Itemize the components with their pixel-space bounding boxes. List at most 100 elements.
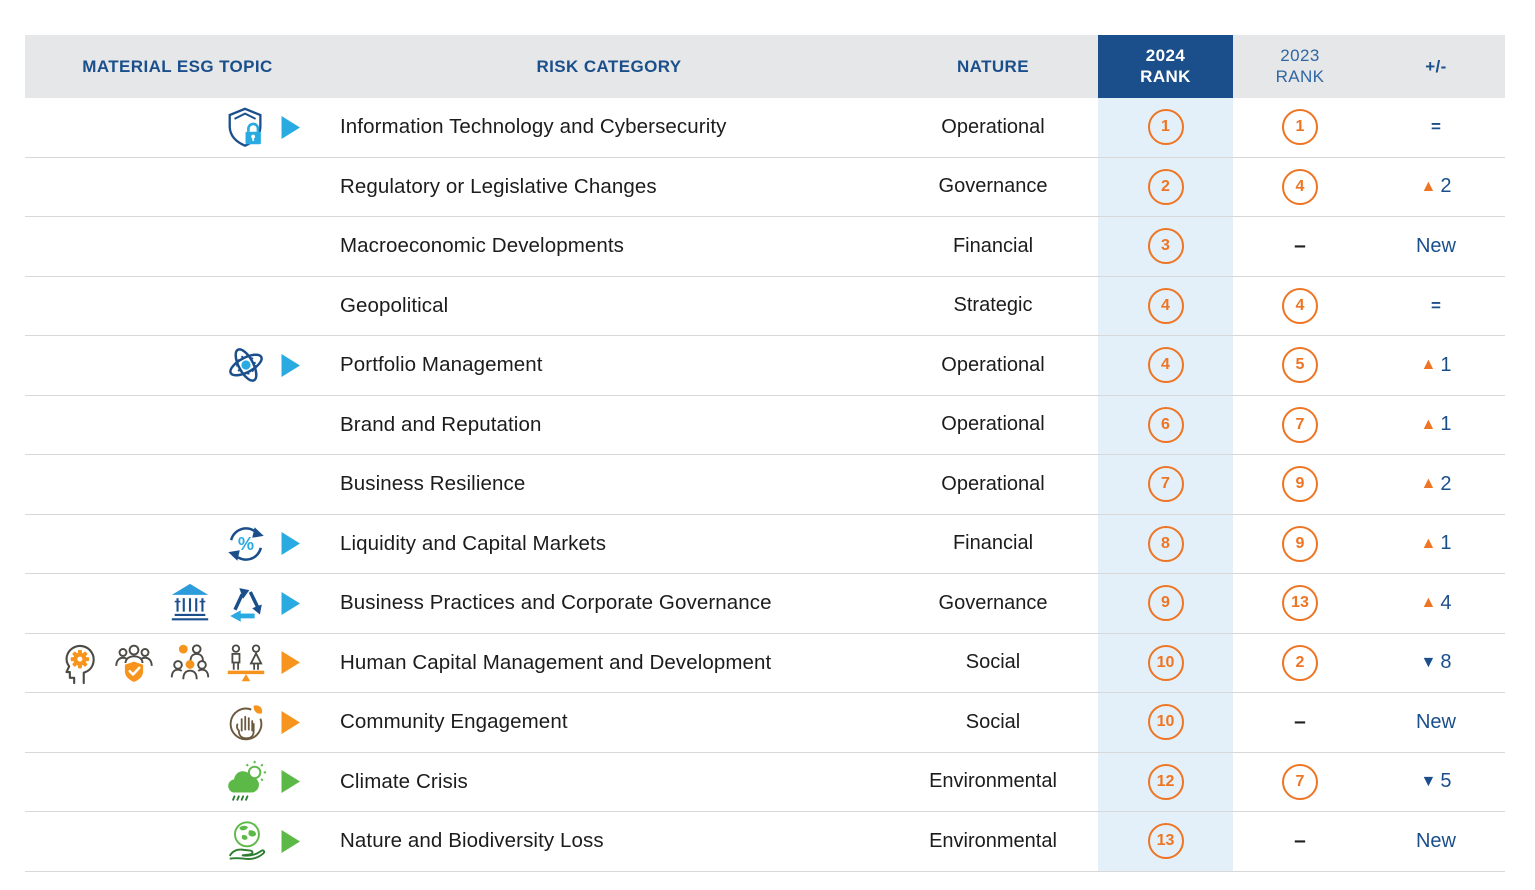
climate-cloud-icon xyxy=(223,759,269,805)
atom-icon xyxy=(223,342,269,388)
topic-icons-cell xyxy=(25,753,330,812)
table-row: Portfolio Management Operational 4 5 ▲ 1 xyxy=(25,336,1505,396)
rank-change-value: 8 xyxy=(1440,651,1452,674)
arrow-marker-icon[interactable] xyxy=(280,531,301,556)
table-row: Regulatory or Legislative Changes Govern… xyxy=(25,157,1505,217)
people-group-icon xyxy=(167,640,213,686)
arrow-marker-icon[interactable] xyxy=(280,591,301,616)
rank-2023-cell: 4 xyxy=(1233,158,1367,217)
nature-cell: Governance xyxy=(888,158,1098,217)
nature-label: Operational xyxy=(941,413,1045,436)
rank-up-icon: ▲ xyxy=(1420,534,1437,552)
rank-change-cell: ▲ 4 xyxy=(1367,574,1505,633)
rank-2023-badge: 7 xyxy=(1282,406,1318,443)
rank-2023-badge: 1 xyxy=(1282,109,1318,146)
rank-2024-badge: 9 xyxy=(1147,585,1184,622)
topic-icons-cell xyxy=(25,217,330,276)
rank-2023-cell: 9 xyxy=(1233,455,1367,514)
arrow-marker-icon[interactable] xyxy=(280,769,301,794)
rank-up-icon: ▲ xyxy=(1420,415,1437,433)
rank-change-value: 1 xyxy=(1440,353,1452,376)
risk-category-cell: Climate Crisis xyxy=(330,753,888,812)
rank-2023-badge: 7 xyxy=(1282,763,1318,800)
arrow-marker-icon[interactable] xyxy=(280,829,301,854)
risk-category-cell: Human Capital Management and Development xyxy=(330,634,888,693)
rank-2024-cell: 2 xyxy=(1098,157,1233,216)
rank-2023-badge: 5 xyxy=(1282,347,1318,384)
table-row: Brand and Reputation Operational 6 7 ▲ 1 xyxy=(25,395,1505,455)
rank-change-cell: ▲ 2 xyxy=(1367,158,1505,217)
topic-icons-cell xyxy=(25,455,330,514)
rank-2023-badge: 13 xyxy=(1282,585,1318,622)
rank-2023-cell: 13 xyxy=(1233,574,1367,633)
rank-2024-cell: 3 xyxy=(1098,217,1233,276)
no-change-indicator: = xyxy=(1431,295,1441,315)
rank-change-cell: ▲ 1 xyxy=(1367,515,1505,574)
table-header-row: MATERIAL ESG TOPIC RISK CATEGORY NATURE … xyxy=(25,35,1505,98)
risk-category-label: Macroeconomic Developments xyxy=(340,234,625,258)
rank-change-cell: ▼ 8 xyxy=(1367,634,1505,693)
arrow-marker-icon[interactable] xyxy=(280,650,301,675)
header-2024-rank: 2024 RANK xyxy=(1098,35,1233,98)
nature-cell: Social xyxy=(888,634,1098,693)
nature-cell: Operational xyxy=(888,336,1098,395)
rank-2024-cell: 1 xyxy=(1098,98,1233,157)
table-row: Community Engagement Social 10 – New xyxy=(25,693,1505,753)
risk-category-label: Geopolitical xyxy=(340,293,449,317)
rank-2024-cell: 13 xyxy=(1098,812,1233,871)
nature-label: Social xyxy=(965,651,1021,674)
nature-cell: Strategic xyxy=(888,277,1098,336)
nature-cell: Environmental xyxy=(888,753,1098,812)
risk-category-label: Brand and Reputation xyxy=(340,412,542,436)
arrow-marker-icon[interactable] xyxy=(280,710,301,735)
percent-cycle-icon: % xyxy=(223,521,269,567)
rank-2024-badge: 8 xyxy=(1147,525,1184,562)
risk-category-cell: Information Technology and Cybersecurity xyxy=(330,98,888,157)
head-gear-icon xyxy=(55,640,101,686)
topic-icons-cell xyxy=(25,396,330,455)
risk-category-cell: Regulatory or Legislative Changes xyxy=(330,158,888,217)
no-rank-dash: – xyxy=(1294,829,1306,853)
header-2024-rank-year: 2024 xyxy=(1145,46,1186,66)
header-nature: NATURE xyxy=(957,56,1029,76)
nature-label: Environmental xyxy=(929,829,1057,852)
rank-2023-cell: 4 xyxy=(1233,277,1367,336)
rank-change-value: 2 xyxy=(1440,472,1452,495)
nature-label: Strategic xyxy=(953,294,1033,317)
topic-icons-cell: % xyxy=(25,515,330,574)
rank-change-cell: = xyxy=(1367,98,1505,157)
nature-label: Governance xyxy=(938,175,1048,198)
risk-category-cell: Business Practices and Corporate Governa… xyxy=(330,574,888,633)
rank-change-cell: ▼ 5 xyxy=(1367,753,1505,812)
globe-hand-icon xyxy=(223,818,269,864)
new-entry-label: New xyxy=(1415,234,1456,257)
gender-balance-icon xyxy=(223,640,269,686)
nature-cell: Operational xyxy=(888,455,1098,514)
nature-label: Operational xyxy=(941,353,1045,376)
header-change: +/- xyxy=(1425,56,1447,76)
rank-2024-badge: 1 xyxy=(1147,109,1184,146)
topic-icons-cell xyxy=(25,634,330,693)
risk-category-label: Climate Crisis xyxy=(340,769,468,793)
arrow-marker-icon[interactable] xyxy=(280,353,301,378)
table-row: Climate Crisis Environmental 12 7 ▼ 5 xyxy=(25,752,1505,812)
table-row: Information Technology and Cybersecurity… xyxy=(25,98,1505,158)
rank-2024-cell: 9 xyxy=(1098,574,1233,633)
risk-category-cell: Nature and Biodiversity Loss xyxy=(330,812,888,871)
rank-2024-cell: 10 xyxy=(1098,693,1233,752)
topic-icons-cell xyxy=(25,277,330,336)
rank-2024-badge: 13 xyxy=(1147,823,1184,860)
rank-2024-cell: 10 xyxy=(1098,633,1233,692)
risk-category-label: Human Capital Management and Development xyxy=(340,650,772,674)
rank-2024-cell: 4 xyxy=(1098,276,1233,335)
table-row: Human Capital Management and Development… xyxy=(25,633,1505,693)
team-shield-icon xyxy=(111,640,157,686)
no-rank-dash: – xyxy=(1294,234,1306,258)
risk-category-cell: Geopolitical xyxy=(330,277,888,336)
arrow-marker-icon[interactable] xyxy=(280,115,301,140)
rank-2024-cell: 4 xyxy=(1098,336,1233,395)
table-body: Information Technology and Cybersecurity… xyxy=(25,98,1505,872)
rank-change-value: 4 xyxy=(1440,591,1452,614)
rank-down-icon: ▼ xyxy=(1420,772,1437,790)
rank-2024-cell: 12 xyxy=(1098,752,1233,811)
